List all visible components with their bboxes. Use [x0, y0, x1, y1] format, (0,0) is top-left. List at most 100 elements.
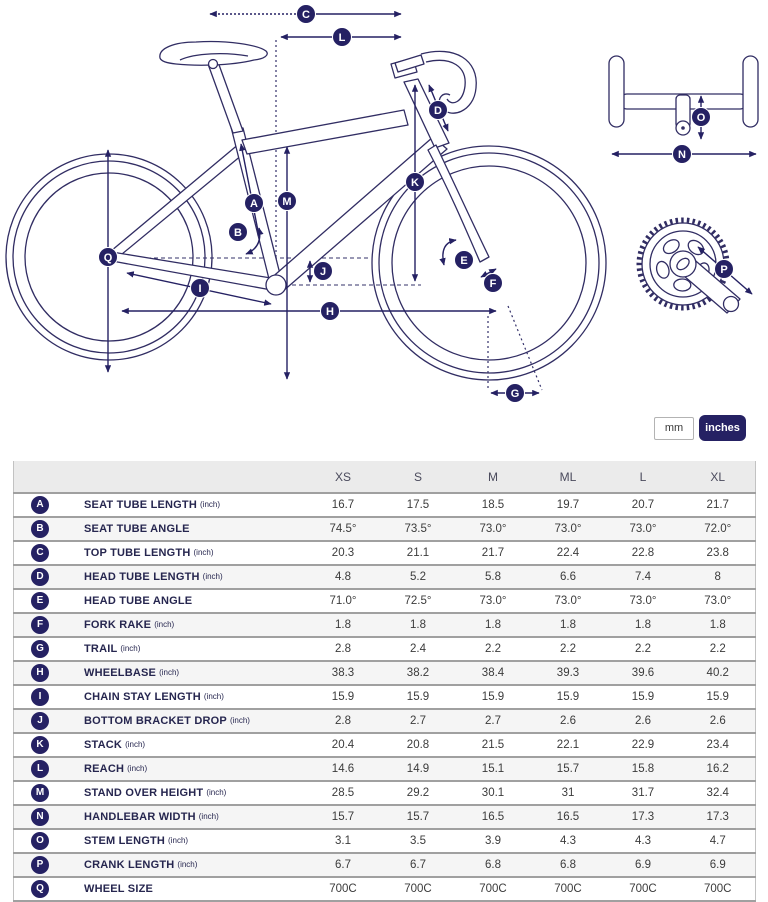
value-cell: 15.7	[406, 811, 430, 823]
value-cell: 15.1	[481, 763, 505, 775]
value-cell: 15.9	[331, 691, 355, 703]
svg-text:K: K	[411, 177, 419, 189]
value-cell: 2.6	[709, 715, 726, 727]
inches-button[interactable]: inches	[699, 415, 746, 441]
badge-m: M	[277, 191, 297, 211]
badge-j: J	[313, 261, 333, 281]
value-cell: 29.2	[406, 787, 430, 799]
value-cell: 73.0°	[629, 595, 657, 607]
row-unit: (inch)	[202, 572, 223, 582]
units-toggle: mm inches	[654, 415, 746, 441]
row-label-text: SEAT TUBE LENGTH	[84, 498, 197, 511]
value-cell: 1.8	[335, 619, 351, 631]
row-unit: (inch)	[177, 860, 198, 870]
badge-g: G	[505, 383, 525, 403]
value-cell: 3.5	[410, 835, 426, 847]
value-cell: 1.8	[485, 619, 501, 631]
row-label-text: STEM LENGTH	[84, 834, 166, 847]
row-label-text: CHAIN STAY LENGTH	[84, 690, 201, 703]
row-label-text: STAND OVER HEIGHT	[84, 786, 204, 799]
row-unit: (inch)	[154, 620, 175, 630]
table-row: C TOP TUBE LENGTH (inch) 20.3 21.1 21.7 22.4 2…	[13, 541, 756, 565]
svg-text:J: J	[320, 266, 326, 278]
value-cell: 22.1	[556, 739, 580, 751]
size-header: ML	[530, 461, 606, 493]
badge-i: I	[190, 278, 210, 298]
size-header: M	[455, 461, 531, 493]
row-badge: F	[31, 615, 49, 634]
svg-text:D: D	[434, 105, 442, 117]
value-cell: 2.6	[635, 715, 651, 727]
value-cell: 15.7	[331, 811, 355, 823]
value-cell: 30.1	[481, 787, 505, 799]
svg-text:N: N	[678, 149, 686, 161]
row-label-text: HANDLEBAR WIDTH	[84, 810, 196, 823]
value-cell: 4.8	[335, 571, 351, 583]
value-cell: 20.3	[331, 547, 355, 559]
value-cell: 2.2	[560, 643, 576, 655]
mm-button[interactable]: mm	[654, 416, 694, 440]
value-cell: 700C	[629, 883, 657, 895]
value-cell: 23.4	[706, 739, 729, 751]
value-cell: 15.8	[631, 763, 655, 775]
row-label-text: WHEELBASE	[84, 666, 157, 679]
row-unit: (inch)	[229, 716, 250, 726]
value-cell: 38.4	[481, 667, 505, 679]
value-cell: 4.7	[709, 835, 726, 847]
value-cell: 73.0°	[554, 523, 582, 535]
value-cell: 2.4	[410, 643, 426, 655]
row-unit: (inch)	[125, 740, 146, 750]
svg-text:I: I	[198, 283, 201, 295]
row-unit: (inch)	[206, 788, 227, 798]
row-badge: P	[31, 855, 49, 874]
svg-text:P: P	[720, 264, 727, 276]
value-cell: 2.8	[335, 715, 351, 727]
row-label-text: REACH	[84, 762, 125, 775]
svg-text:E: E	[460, 255, 467, 267]
size-header-row: XS S M ML L XL	[13, 461, 756, 493]
svg-text:M: M	[282, 196, 291, 208]
value-cell: 15.9	[706, 691, 729, 703]
badge-k: K	[405, 172, 425, 192]
value-cell: 6.8	[560, 859, 576, 871]
table-row: O STEM LENGTH (inch) 3.1 3.5 3.9 4.3 4.3 4.7	[13, 829, 756, 853]
value-cell: 16.7	[331, 499, 355, 511]
badge-q: Q	[98, 247, 118, 267]
table-row: F FORK RAKE (inch) 1.8 1.8 1.8 1.8 1.8 1.8	[13, 613, 756, 637]
value-cell: 4.3	[560, 835, 576, 847]
value-cell: 71.0°	[329, 595, 357, 607]
badge-h: H	[320, 301, 340, 321]
value-cell: 6.9	[709, 859, 726, 871]
value-cell: 700C	[479, 883, 507, 895]
table-row: J BOTTOM BRACKET DROP (inch) 2.8 2.7 2.7 2.6 2…	[13, 709, 756, 733]
value-cell: 18.5	[481, 499, 505, 511]
value-cell: 700C	[404, 883, 432, 895]
value-cell: 73.0°	[479, 523, 507, 535]
row-badge: Q	[31, 879, 49, 898]
value-cell: 72.5°	[404, 595, 432, 607]
bike-geometry-drawing: A B C D E F G H I J K L M N O P Q	[5, 4, 759, 403]
value-cell: 8	[714, 571, 721, 583]
value-cell: 73.0°	[629, 523, 657, 535]
value-cell: 3.9	[485, 835, 501, 847]
value-cell: 31	[561, 787, 575, 799]
value-cell: 72.0°	[704, 523, 732, 535]
value-cell: 21.7	[706, 499, 729, 511]
size-header: XL	[680, 461, 756, 493]
value-cell: 20.7	[631, 499, 655, 511]
table-row: E HEAD TUBE ANGLE 71.0° 72.5° 73.0° 73.0° 73.…	[13, 589, 756, 613]
svg-text:F: F	[490, 278, 497, 290]
value-cell: 17.3	[706, 811, 729, 823]
value-cell: 2.7	[485, 715, 501, 727]
table-row: A SEAT TUBE LENGTH (inch) 16.7 17.5 18.5 19.7…	[13, 493, 756, 517]
svg-text:O: O	[697, 112, 706, 124]
table-row: K STACK (inch) 20.4 20.8 21.5 22.1 22.9 23.4	[13, 733, 756, 757]
handlebar-top-view	[608, 55, 759, 158]
label-header	[13, 461, 306, 493]
value-cell: 15.7	[556, 763, 580, 775]
table-row: H WHEELBASE (inch) 38.3 38.2 38.4 39.3 39.6 40.…	[13, 661, 756, 685]
value-cell: 20.8	[406, 739, 430, 751]
value-cell: 73.0°	[554, 595, 582, 607]
value-cell: 39.6	[631, 667, 655, 679]
value-cell: 2.6	[560, 715, 576, 727]
